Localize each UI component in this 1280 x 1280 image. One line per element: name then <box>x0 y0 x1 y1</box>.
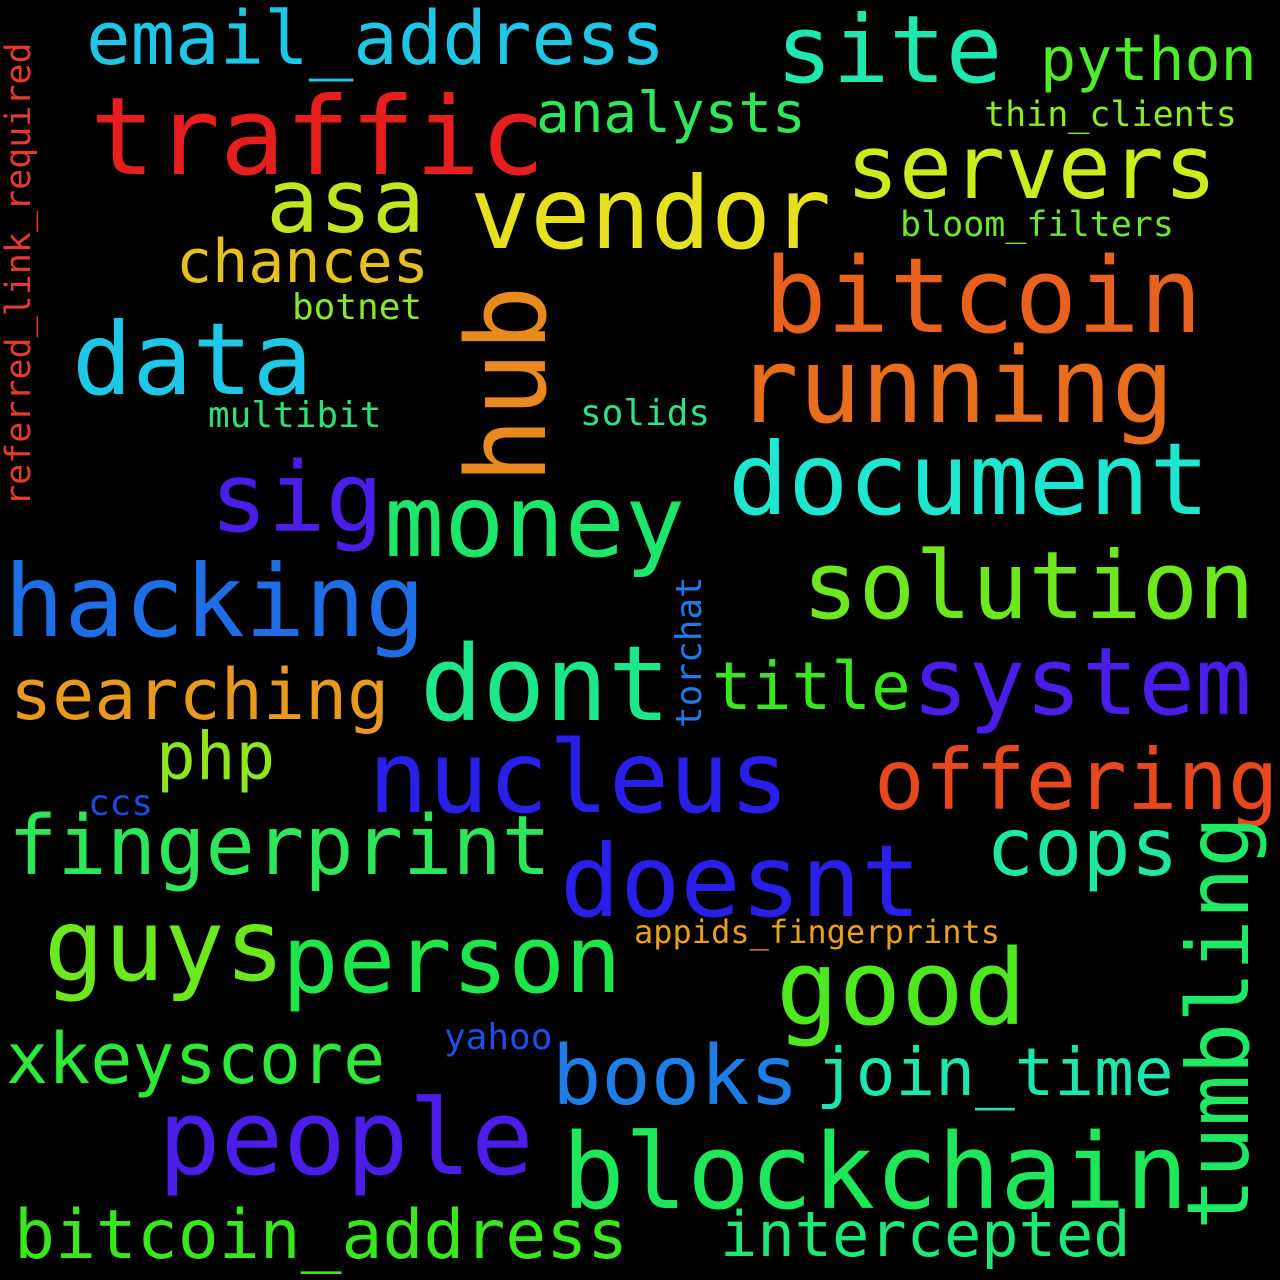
word-site: site <box>776 0 1003 105</box>
word-multibit: multibit <box>208 395 382 436</box>
word-servers: servers <box>846 116 1217 219</box>
word-solids: solids <box>580 393 711 434</box>
word-vendor: vendor <box>470 155 832 272</box>
word-bitcoin: bitcoin <box>764 235 1203 357</box>
word-bitcoin-address: bitcoin_address <box>14 1196 629 1275</box>
word-torchat: torchat <box>669 576 710 728</box>
word-intercepted: intercepted <box>720 1198 1131 1271</box>
word-fingerprint: fingerprint <box>8 799 552 894</box>
word-solution: solution <box>802 532 1255 641</box>
word-referred-link-required: referred_link_required <box>0 42 39 506</box>
word-cops: cops <box>986 801 1179 894</box>
word-bloom-filters: bloom_filters <box>900 205 1174 245</box>
word-analysts: analysts <box>536 81 806 146</box>
word-hacking: hacking <box>4 543 426 660</box>
word-chances: chances <box>176 227 429 297</box>
word-nucleus: nucleus <box>368 719 790 836</box>
word-money: money <box>384 463 686 580</box>
word-appids-fingerprints: appids_fingerprints <box>634 913 1001 951</box>
word-asa: asa <box>266 150 425 253</box>
word-email-address: email_address <box>86 0 666 82</box>
word-running: running <box>736 325 1175 447</box>
word-php: php <box>156 718 276 795</box>
word-hub: hub <box>443 285 571 484</box>
word-join-time: join_time <box>816 1034 1174 1111</box>
word-traffic: traffic <box>90 75 546 200</box>
word-system: system <box>912 628 1252 737</box>
word-books: books <box>552 1029 799 1124</box>
word-document: document <box>728 421 1210 538</box>
word-thin-clients: thin_clients <box>984 95 1237 135</box>
word-botnet: botnet <box>292 287 423 328</box>
word-title: title <box>712 648 911 725</box>
word-offering: offering <box>874 731 1279 829</box>
word-guys: guys <box>44 887 285 1004</box>
word-dont: dont <box>420 623 671 745</box>
word-ccs: ccs <box>88 783 154 824</box>
word-person: person <box>282 906 622 1015</box>
word-sig: sig <box>210 442 384 554</box>
word-doesnt: doesnt <box>560 823 922 940</box>
word-good: good <box>776 927 1027 1049</box>
word-yahoo: yahoo <box>444 1017 553 1058</box>
word-searching: searching <box>10 654 390 736</box>
word-python: python <box>1040 25 1257 95</box>
word-people: people <box>158 1077 534 1199</box>
word-xkeyscore: xkeyscore <box>6 1018 386 1100</box>
word-data: data <box>72 301 313 418</box>
word-blockchain: blockchain <box>562 1111 1189 1233</box>
word-tumbling: tumbling <box>1169 815 1269 1230</box>
